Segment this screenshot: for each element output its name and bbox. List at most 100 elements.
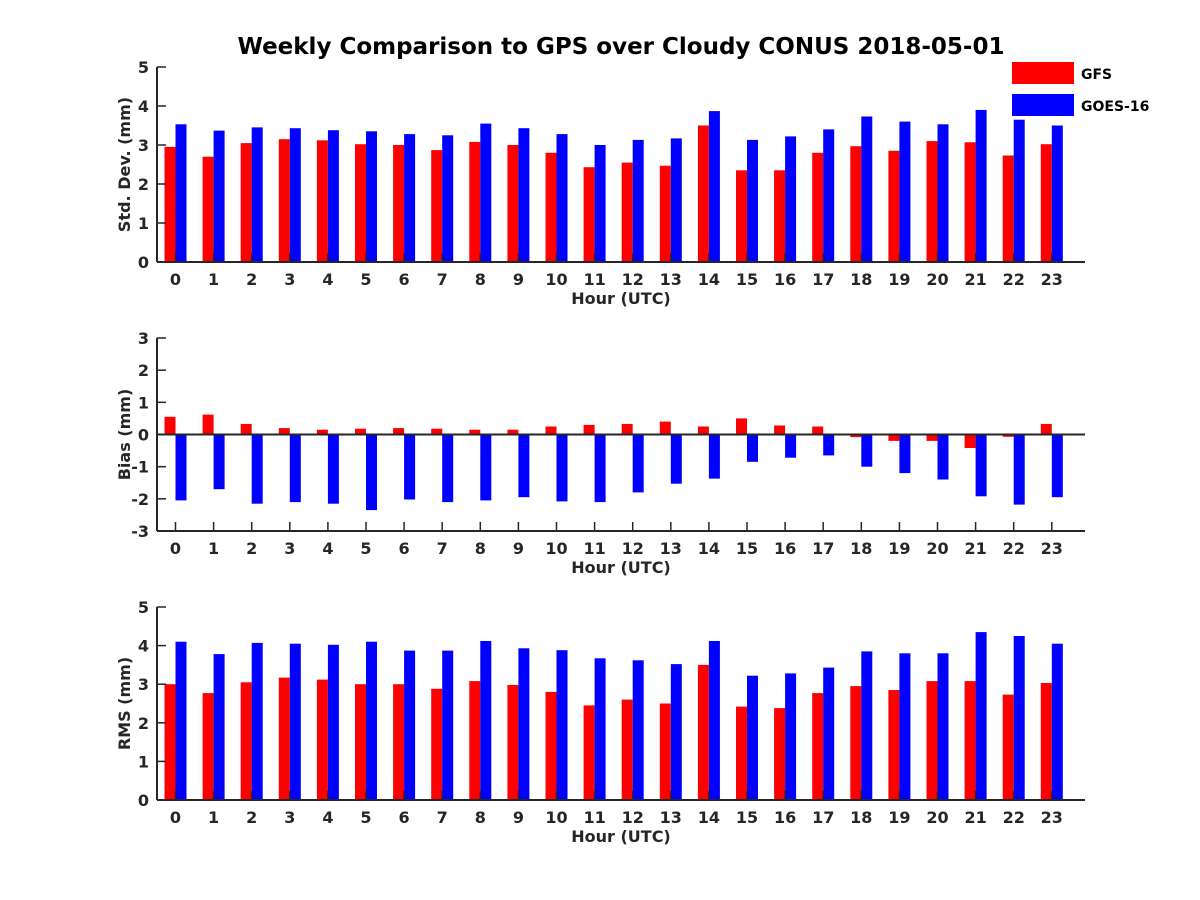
bar-p3-gfs-h13: [659, 703, 671, 800]
x-tick-label: 9: [513, 539, 524, 558]
bar-p2-gfs-h17: [812, 426, 824, 435]
bar-p3-gfs-h2: [240, 682, 252, 800]
bar-p2-gfs-h15: [736, 418, 747, 435]
bar-p3-gfs-h21: [964, 681, 976, 800]
x-tick-label: 10: [545, 270, 567, 289]
bar-p2-goes16-h22: [1013, 434, 1025, 505]
bar-p3-goes16-h12: [632, 660, 644, 800]
bar-p3-gfs-h17: [812, 693, 824, 800]
bar-p3-gfs-h20: [926, 681, 938, 800]
bar-p2-goes16-h4: [327, 434, 339, 504]
x-tick-label: 19: [888, 539, 910, 558]
bar-p3-goes16-h19: [899, 653, 911, 800]
x-tick-label: 17: [812, 270, 834, 289]
bar-p1-gfs-h9: [507, 145, 519, 262]
bar-p3-goes16-h17: [823, 667, 835, 800]
x-tick-label: 14: [698, 808, 720, 827]
x-tick-label: 10: [545, 808, 567, 827]
x-tick-label: 1: [208, 539, 219, 558]
bar-p3-gfs-h10: [545, 691, 557, 800]
bar-p2-gfs-h0: [164, 416, 176, 435]
bar-p3-gfs-h7: [431, 688, 443, 800]
y-axis-label: RMS (mm): [115, 657, 134, 750]
bar-p3-goes16-h11: [594, 658, 606, 800]
bar-p3-gfs-h9: [507, 685, 519, 800]
bar-p2-goes16-h13: [670, 434, 682, 484]
y-tick-label: 0: [138, 791, 149, 810]
bar-p1-goes16-h20: [937, 124, 949, 262]
x-tick-label: 21: [964, 808, 986, 827]
bar-p3-goes16-h1: [213, 654, 225, 800]
x-tick-label: 22: [1003, 539, 1025, 558]
bar-p3-gfs-h4: [316, 679, 328, 800]
x-tick-label: 13: [660, 539, 682, 558]
x-tick-label: 20: [926, 808, 948, 827]
bar-p2-goes16-h9: [518, 434, 530, 498]
bar-p1-goes16-h18: [861, 116, 873, 262]
x-tick-label: 20: [926, 539, 948, 558]
legend-label-gfs: GFS: [1081, 67, 1112, 83]
bar-p1-gfs-h5: [355, 144, 366, 262]
bar-p3-goes16-h4: [327, 644, 339, 800]
bar-p3-goes16-h22: [1013, 636, 1025, 800]
x-tick-label: 12: [622, 539, 644, 558]
bar-p1-gfs-h7: [431, 150, 443, 262]
y-tick-label: 4: [138, 97, 149, 116]
bar-p1-gfs-h17: [812, 152, 824, 262]
y-tick-label: 2: [138, 714, 149, 733]
bar-p1-gfs-h12: [621, 162, 633, 262]
bar-p2-gfs-h4: [316, 429, 328, 435]
x-tick-label: 7: [437, 539, 448, 558]
x-tick-label: 16: [774, 808, 796, 827]
y-tick-label: 1: [138, 393, 149, 412]
bar-p1-gfs-h8: [469, 141, 481, 262]
x-tick-label: 17: [812, 539, 834, 558]
x-axis-label: Hour (UTC): [571, 558, 671, 577]
bar-p1-gfs-h14: [697, 125, 709, 262]
bar-p3-goes16-h8: [480, 641, 492, 800]
bar-p2-goes16-h0: [175, 434, 187, 501]
x-tick-label: 5: [360, 270, 371, 289]
bar-p1-gfs-h21: [964, 142, 976, 262]
bar-p2-gfs-h7: [431, 428, 443, 435]
x-tick-label: 3: [284, 539, 295, 558]
bar-p1-goes16-h19: [899, 121, 911, 262]
x-tick-label: 8: [475, 270, 486, 289]
x-tick-label: 23: [1041, 808, 1063, 827]
bar-p2-goes16-h21: [975, 434, 987, 497]
bar-p1-gfs-h13: [659, 165, 671, 262]
bar-p3-gfs-h22: [1002, 694, 1014, 800]
bar-p2-gfs-h8: [469, 429, 481, 435]
bar-p2-goes16-h17: [823, 434, 835, 456]
bar-p1-goes16-h7: [442, 135, 454, 263]
bar-p3-gfs-h18: [850, 686, 862, 800]
bar-p3-goes16-h7: [442, 650, 454, 800]
legend-label-goes16: GOES-16: [1081, 99, 1149, 115]
bar-p1-gfs-h4: [316, 140, 328, 262]
bar-p3-goes16-h5: [366, 641, 377, 800]
bar-p3-gfs-h11: [583, 705, 595, 800]
x-tick-label: 18: [850, 808, 872, 827]
bar-p2-gfs-h9: [507, 429, 519, 435]
x-tick-label: 21: [964, 539, 986, 558]
x-tick-label: 9: [513, 808, 524, 827]
x-tick-label: 21: [964, 270, 986, 289]
bar-p2-gfs-h14: [697, 426, 709, 435]
bar-p3-gfs-h5: [355, 684, 366, 800]
x-tick-label: 11: [583, 808, 605, 827]
legend-swatch-gfs: [1012, 62, 1074, 84]
bar-p2-goes16-h3: [289, 434, 301, 503]
y-tick-label: 3: [138, 329, 149, 348]
bar-p1-gfs-h6: [393, 145, 405, 262]
bar-p1-goes16-h0: [175, 124, 187, 262]
bar-p3-gfs-h14: [697, 664, 709, 800]
bar-p2-gfs-h2: [240, 423, 252, 435]
x-tick-label: 15: [736, 270, 758, 289]
bar-p3-goes16-h0: [175, 641, 187, 800]
bar-p2-gfs-h12: [621, 423, 633, 435]
x-tick-label: 6: [399, 539, 410, 558]
y-tick-label: 1: [138, 214, 149, 233]
x-tick-label: 16: [774, 270, 796, 289]
x-tick-label: 19: [888, 270, 910, 289]
